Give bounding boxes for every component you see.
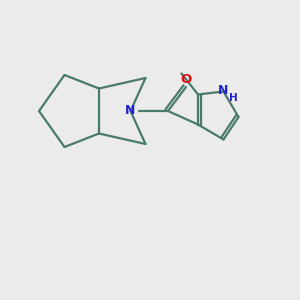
Text: O: O [180, 73, 192, 86]
Text: H: H [229, 93, 238, 103]
Text: N: N [125, 104, 136, 118]
Text: N: N [218, 83, 229, 97]
